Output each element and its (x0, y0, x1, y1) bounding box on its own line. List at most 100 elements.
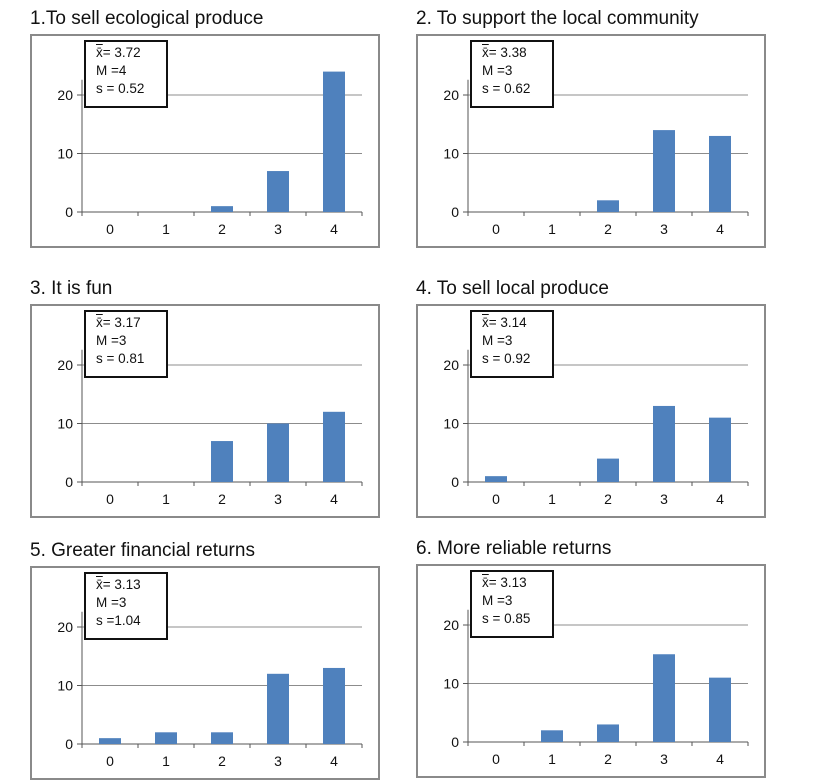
mean-symbol: x̄ (482, 575, 489, 590)
stat-median: M =3 (482, 593, 513, 608)
x-tick-label: 1 (162, 753, 170, 769)
chart-title: 2. To support the local community (416, 8, 699, 29)
x-tick-label: 4 (330, 491, 338, 507)
stats-box: x̄= 3.38 M =3 s = 0.62 (470, 40, 554, 108)
chart-frame: 0 10 20 0 1 2 3 4 x̄= 3.38 M =3 s = 0.62 (416, 34, 766, 248)
bar-chart: 0 10 20 0 1 2 3 4 (57, 611, 363, 769)
mean-value: = 3.17 (102, 315, 141, 330)
bar (597, 200, 619, 212)
y-tick-label: 20 (443, 87, 459, 103)
stat-sd: s = 0.52 (96, 81, 145, 96)
bar (267, 673, 289, 744)
y-tick-label: 10 (57, 416, 73, 432)
bar-chart: 0 10 20 0 1 2 3 4 (443, 79, 749, 237)
stat-sd: s = 0.85 (482, 611, 531, 626)
x-tick-label: 0 (106, 221, 114, 237)
bar (323, 71, 345, 212)
x-tick-label: 3 (660, 221, 668, 237)
x-tick-label: 2 (218, 753, 226, 769)
y-tick-label: 0 (451, 734, 459, 750)
x-tick-label: 3 (660, 491, 668, 507)
bar (155, 732, 177, 744)
x-tick-label: 4 (716, 751, 724, 767)
chart-title: 4. To sell local produce (416, 278, 609, 299)
x-tick-label: 3 (660, 751, 668, 767)
x-tick-label: 3 (274, 221, 282, 237)
y-tick-label: 20 (443, 357, 459, 373)
mean-value: = 3.13 (102, 577, 141, 592)
bar (653, 405, 675, 482)
stats-box: x̄= 3.72 M =4 s = 0.52 (84, 40, 168, 108)
x-tick-label: 4 (716, 491, 724, 507)
stat-sd: s =1.04 (96, 613, 141, 628)
mean-value: = 3.38 (488, 45, 527, 60)
y-tick-label: 0 (451, 474, 459, 490)
bar (709, 135, 731, 212)
y-tick-label: 10 (443, 416, 459, 432)
y-tick-label: 10 (443, 676, 459, 692)
y-tick-label: 0 (65, 736, 73, 752)
y-tick-label: 0 (65, 204, 73, 220)
bar (709, 417, 731, 482)
stats-box: x̄= 3.14 M =3 s = 0.92 (470, 310, 554, 378)
bar (653, 654, 675, 742)
stat-median: M =3 (482, 333, 513, 348)
bar (211, 441, 233, 482)
stats-box: x̄= 3.13 M =3 s = 0.85 (470, 570, 554, 638)
bar-chart: 0 10 20 0 1 2 3 4 (443, 349, 749, 507)
x-tick-label: 4 (330, 221, 338, 237)
bar (267, 423, 289, 482)
bar (709, 677, 731, 742)
x-tick-label: 4 (330, 753, 338, 769)
mean-symbol: x̄ (96, 315, 103, 330)
mean-symbol: x̄ (482, 45, 489, 60)
y-tick-label: 20 (443, 617, 459, 633)
y-tick-label: 20 (57, 357, 73, 373)
stat-median: M =4 (96, 63, 127, 78)
x-tick-label: 1 (162, 221, 170, 237)
x-tick-label: 0 (492, 751, 500, 767)
chart-frame: 0 10 20 0 1 2 3 4 x̄= 3.14 M =3 s = 0.92 (416, 304, 766, 518)
chart-title: 3. It is fun (30, 278, 113, 299)
stat-sd: s = 0.92 (482, 351, 531, 366)
x-tick-label: 1 (548, 221, 556, 237)
stat-mean: x̄= 3.17 (96, 314, 166, 332)
bar-chart: 0 10 20 0 1 2 3 4 (443, 609, 749, 767)
bar (597, 724, 619, 742)
bar (323, 411, 345, 482)
y-tick-label: 10 (57, 678, 73, 694)
x-tick-label: 4 (716, 221, 724, 237)
x-tick-label: 1 (162, 491, 170, 507)
bar-chart: 0 10 20 0 1 2 3 4 (57, 349, 363, 507)
stat-mean: x̄= 3.13 (96, 576, 166, 594)
y-tick-label: 10 (57, 146, 73, 162)
y-tick-label: 20 (57, 619, 73, 635)
bar (653, 130, 675, 212)
chart-title: 1.To sell ecological produce (30, 8, 264, 29)
mean-value: = 3.14 (488, 315, 527, 330)
chart-frame: 0 10 20 0 1 2 3 4 x̄= 3.17 M =3 s = 0.81 (30, 304, 380, 518)
mean-symbol: x̄ (96, 45, 103, 60)
x-tick-label: 3 (274, 491, 282, 507)
y-tick-label: 20 (57, 87, 73, 103)
stat-mean: x̄= 3.14 (482, 314, 552, 332)
y-tick-label: 10 (443, 146, 459, 162)
x-tick-label: 2 (604, 751, 612, 767)
x-tick-label: 0 (492, 491, 500, 507)
x-tick-label: 2 (218, 491, 226, 507)
x-tick-label: 2 (604, 491, 612, 507)
bar (99, 738, 121, 744)
y-tick-label: 0 (65, 474, 73, 490)
stat-median: M =3 (96, 595, 127, 610)
x-tick-label: 3 (274, 753, 282, 769)
x-tick-label: 0 (106, 491, 114, 507)
stat-median: M =3 (96, 333, 127, 348)
stat-sd: s = 0.81 (96, 351, 145, 366)
bar (541, 730, 563, 742)
chart-frame: 0 10 20 0 1 2 3 4 x̄= 3.13 M =3 s =1.04 (30, 566, 380, 780)
stat-median: M =3 (482, 63, 513, 78)
stat-mean: x̄= 3.13 (482, 574, 552, 592)
x-tick-label: 2 (604, 221, 612, 237)
chart-frame: 0 10 20 0 1 2 3 4 x̄= 3.72 M =4 s = 0.52 (30, 34, 380, 248)
x-tick-label: 1 (548, 751, 556, 767)
